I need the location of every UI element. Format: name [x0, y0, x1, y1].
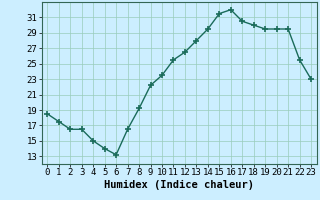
X-axis label: Humidex (Indice chaleur): Humidex (Indice chaleur)	[104, 180, 254, 190]
